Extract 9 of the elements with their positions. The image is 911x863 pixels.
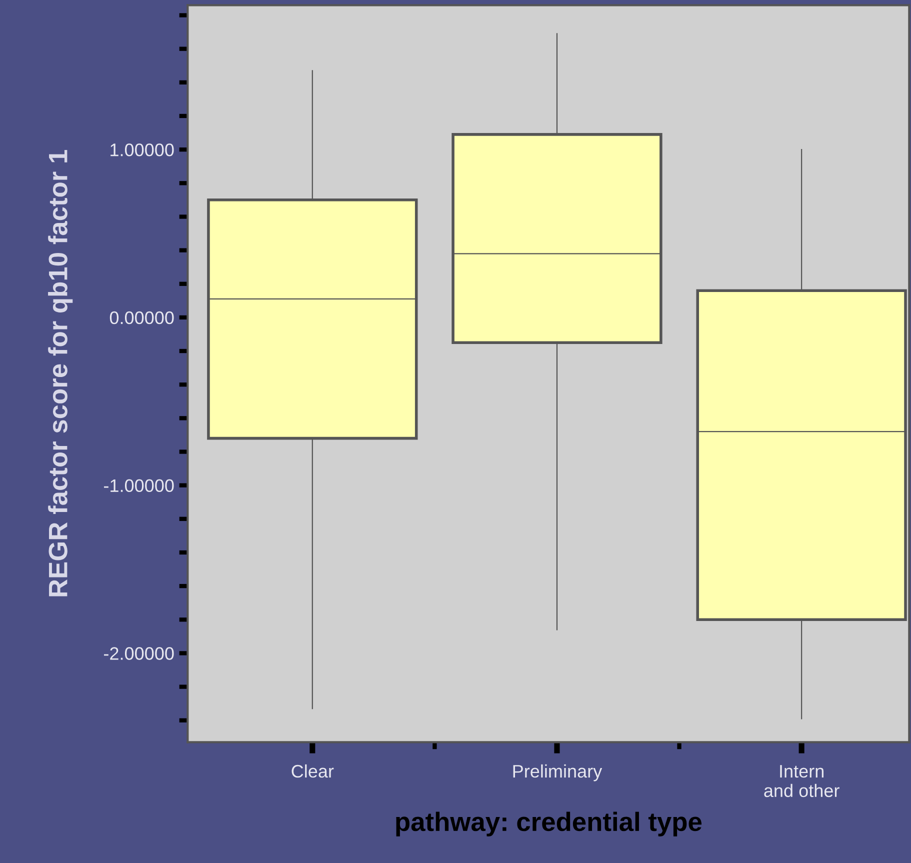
x-axis-title: pathway: credential type xyxy=(396,812,702,836)
x-tick-label: Intern and other xyxy=(764,765,840,798)
y-axis-title: REGR factor score for qb10 factor 1 xyxy=(48,150,73,596)
y-tick-label: 1.00000 xyxy=(110,143,174,156)
x-tick-label: Clear xyxy=(292,764,334,778)
y-tick-label: 0.00000 xyxy=(110,311,174,324)
y-tick-label: -1.00000 xyxy=(104,479,174,492)
y-tick-label: -2.00000 xyxy=(104,647,174,660)
x-tick-label: Preliminary xyxy=(513,764,602,782)
